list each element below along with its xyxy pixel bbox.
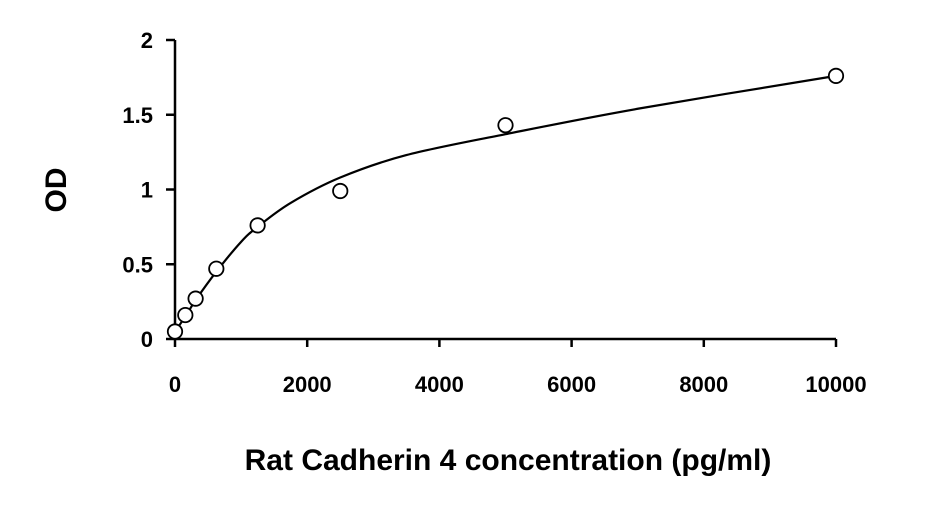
x-tick-label: 2000 (283, 372, 332, 397)
y-tick-label: 0.5 (122, 252, 153, 277)
x-tick-label: 10000 (805, 372, 866, 397)
x-tick-label: 8000 (679, 372, 728, 397)
data-point (332, 182, 349, 200)
y-axis-ticks: 0 0.5 1 1.5 2 (122, 28, 175, 352)
data-point (827, 67, 845, 84)
data-point (249, 217, 266, 234)
y-axis-title: OD (40, 168, 73, 213)
data-point (166, 323, 184, 340)
x-tick-label: 6000 (547, 372, 596, 397)
data-point (187, 290, 204, 307)
data-point (208, 260, 225, 277)
fit-curve-line (174, 74, 837, 333)
y-tick-label: 1.5 (122, 103, 153, 128)
y-tick-label: 2 (141, 28, 153, 53)
data-point (177, 306, 194, 324)
x-axis-title: Rat Cadherin 4 concentration (pg/ml) (245, 444, 772, 477)
x-tick-label: 0 (169, 372, 181, 397)
data-points (166, 67, 845, 340)
x-tick-label: 4000 (415, 372, 464, 397)
x-axis-ticks: 0 2000 4000 6000 8000 10000 (169, 339, 867, 397)
y-tick-label: 0 (141, 327, 153, 352)
data-point (497, 117, 514, 134)
y-tick-label: 1 (141, 178, 153, 203)
